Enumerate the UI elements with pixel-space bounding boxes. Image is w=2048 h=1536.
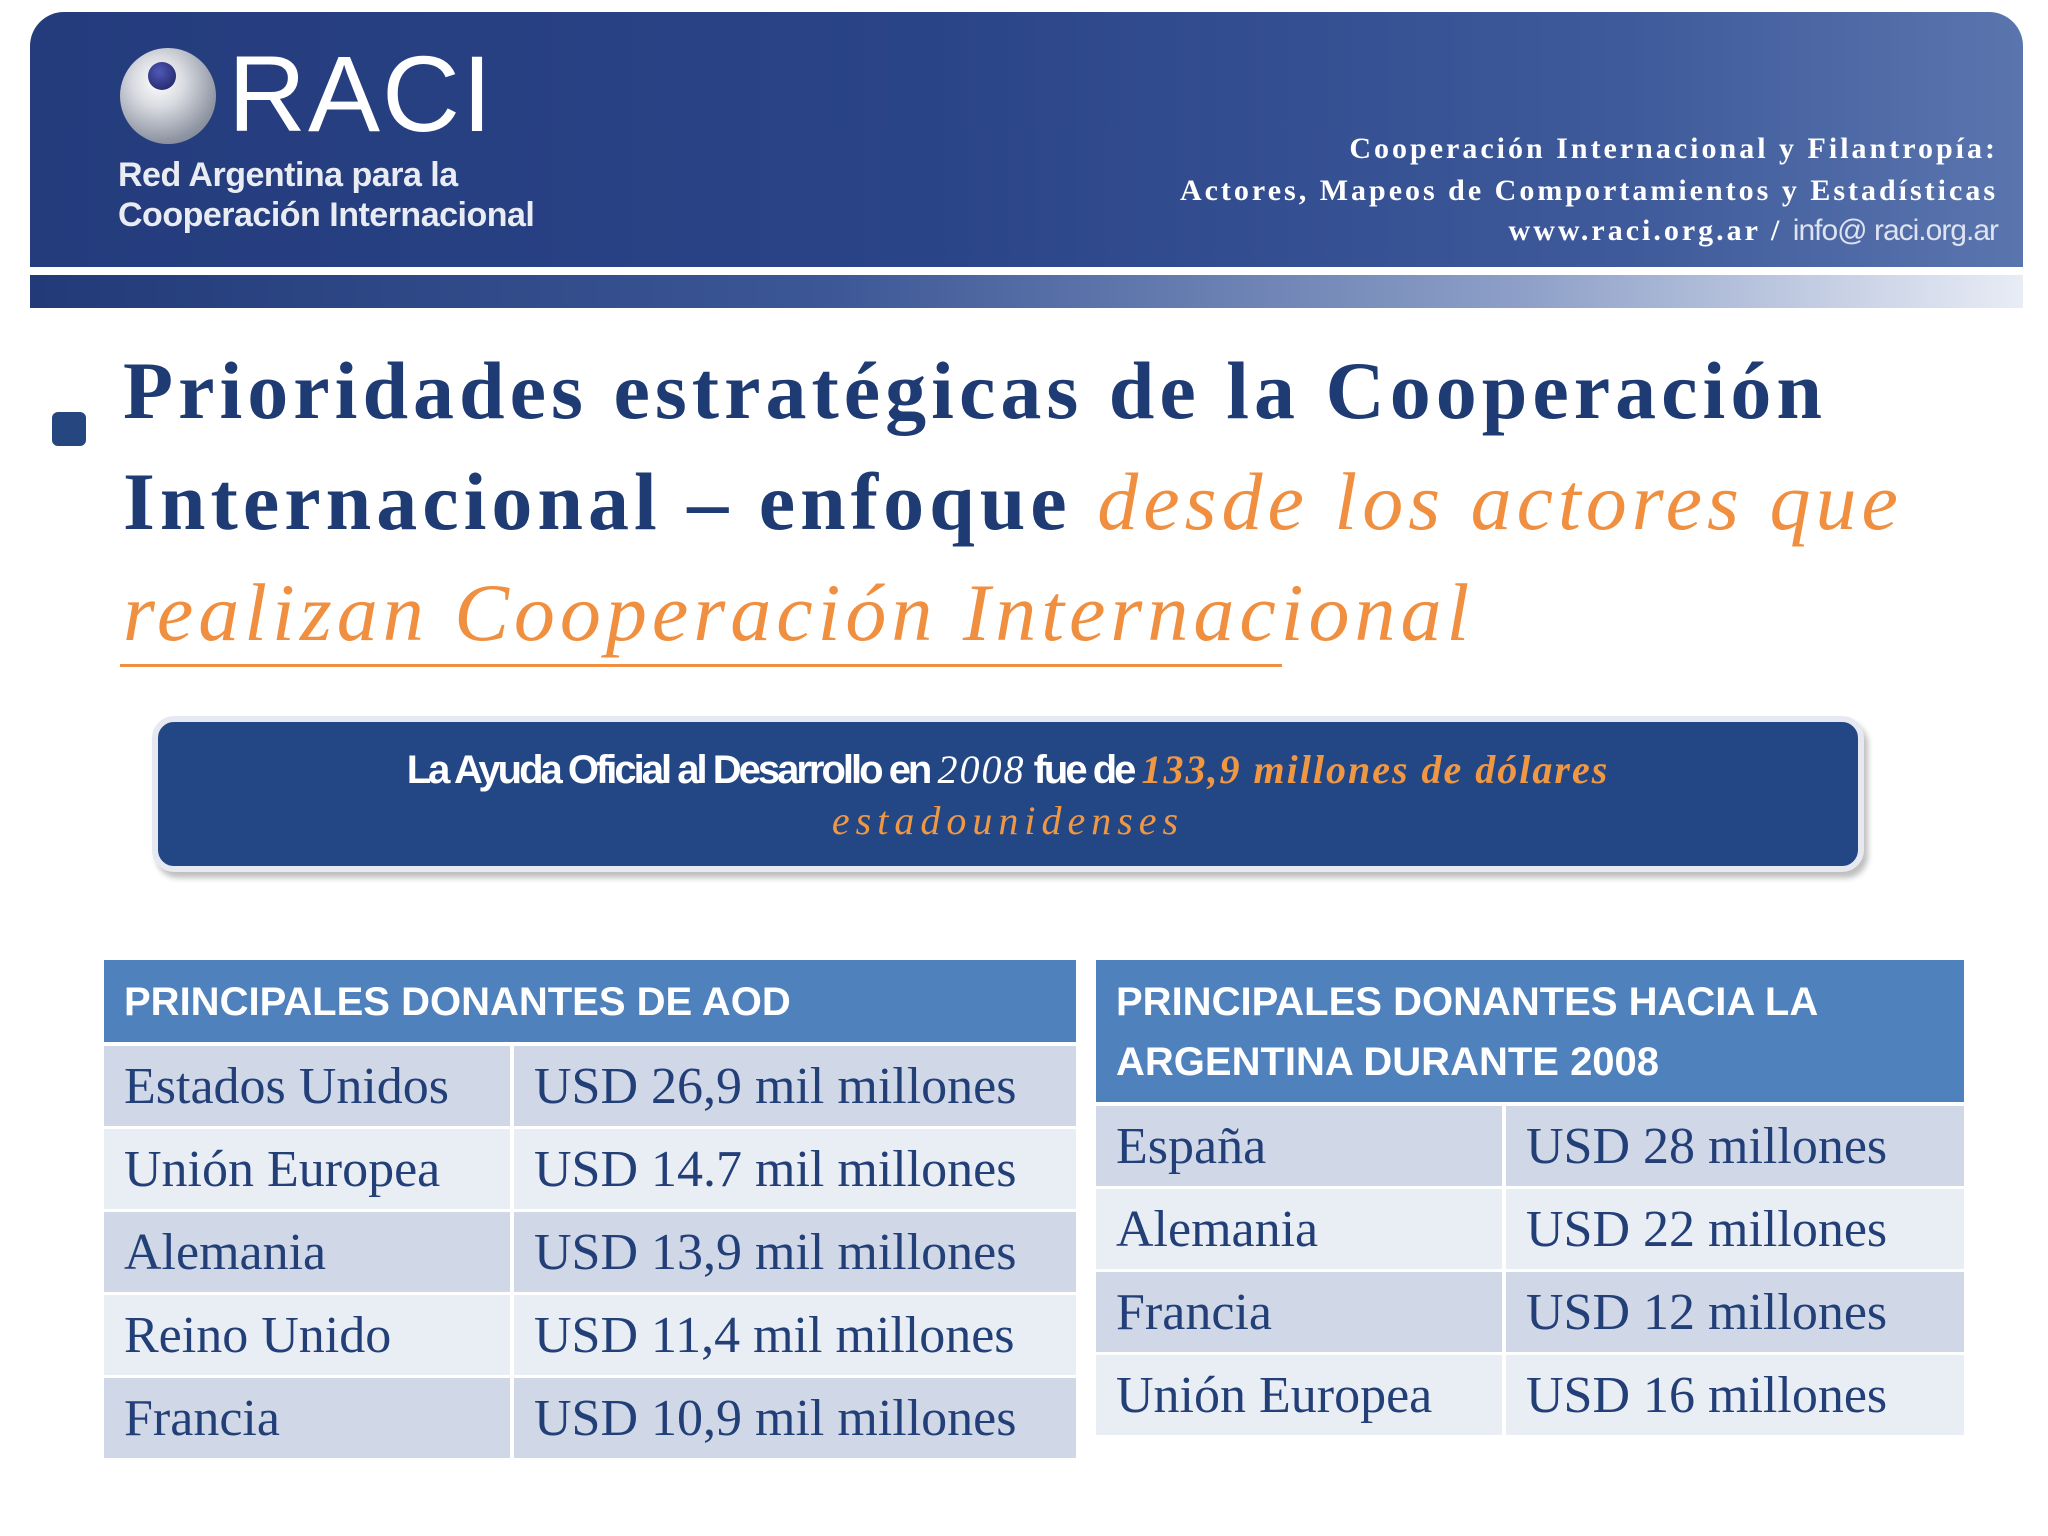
amount-cell: USD 22 millones [1506, 1189, 1964, 1269]
amount-cell: USD 28 millones [1506, 1106, 1964, 1186]
callout-text-b: fue de [1025, 748, 1142, 792]
logo-subtitle-line-2: Cooperación Internacional [118, 196, 535, 234]
raci-logo-dot-icon [148, 62, 176, 90]
callout-text-a: La Ayuda Oficial al Desarrollo en [406, 748, 938, 792]
page-title: Prioridades estratégicas de la Cooperaci… [123, 335, 2023, 668]
table-row: Unión Europea USD 14.7 mil millones [104, 1129, 1076, 1212]
title-underline [120, 664, 1282, 667]
donor-cell: Reino Unido [104, 1295, 514, 1375]
amount-cell: USD 11,4 mil millones [514, 1295, 1076, 1375]
table-row: Alemania USD 22 millones [1096, 1189, 1964, 1272]
callout-line-2: estadounidenses [831, 798, 1185, 843]
callout-line-1: La Ayuda Oficial al Desarrollo en 2008 f… [158, 746, 1858, 793]
amount-cell: USD 16 millones [1506, 1355, 1964, 1435]
aod-callout-box: La Ayuda Oficial al Desarrollo en 2008 f… [152, 716, 1864, 872]
table-row: Alemania USD 13,9 mil millones [104, 1212, 1076, 1295]
donor-cell: Unión Europea [104, 1129, 514, 1209]
donor-cell: Alemania [104, 1212, 514, 1292]
callout-amount: 133,9 millones [1141, 747, 1410, 792]
donor-cell: Francia [1096, 1272, 1506, 1352]
title-bullet-icon [52, 412, 86, 446]
table-row: España USD 28 millones [1096, 1106, 1964, 1189]
amount-cell: USD 14.7 mil millones [514, 1129, 1076, 1209]
title-accent: desde los actores que realizan Cooperaci… [123, 456, 1903, 658]
amount-cell: USD 12 millones [1506, 1272, 1964, 1352]
donor-cell: Alemania [1096, 1189, 1506, 1269]
website-link[interactable]: www.raci.org.ar [1508, 214, 1761, 247]
callout-year: 2008 [937, 747, 1026, 792]
donor-cell: Francia [104, 1378, 514, 1458]
table-row: Estados Unidos USD 26,9 mil millones [104, 1046, 1076, 1129]
header-contact: www.raci.org.ar / info@ raci.org.ar [1508, 214, 1999, 248]
header-banner [30, 12, 2023, 267]
header-stripe [30, 275, 2023, 308]
amount-cell: USD 10,9 mil millones [514, 1378, 1076, 1458]
title-main: Prioridades estratégicas de la Cooperaci… [123, 345, 1827, 547]
amount-cell: USD 26,9 mil millones [514, 1046, 1076, 1126]
donor-cell: España [1096, 1106, 1506, 1186]
header-tagline-2: Actores, Mapeos de Comportamientos y Est… [1179, 174, 1998, 207]
header-tagline-1: Cooperación Internacional y Filantropía: [1349, 132, 1998, 165]
donor-cell: Estados Unidos [104, 1046, 514, 1126]
contact-separator: / [1760, 214, 1793, 247]
table-row: Unión Europea USD 16 millones [1096, 1355, 1964, 1438]
table-row: Reino Unido USD 11,4 mil millones [104, 1295, 1076, 1378]
aod-donors-table: PRINCIPALES DONANTES DE AOD Estados Unid… [104, 960, 1076, 1461]
email-link[interactable]: info@ raci.org.ar [1792, 214, 1999, 247]
amount-cell: USD 13,9 mil millones [514, 1212, 1076, 1292]
callout-text-c: de dólares [1409, 747, 1610, 792]
donor-cell: Unión Europea [1096, 1355, 1506, 1435]
argentina-donors-table: PRINCIPALES DONANTES HACIA LA ARGENTINA … [1096, 960, 1964, 1438]
table-row: Francia USD 10,9 mil millones [104, 1378, 1076, 1461]
logo-subtitle-line-1: Red Argentina para la [118, 156, 458, 194]
logo-wordmark: RACI [228, 33, 495, 154]
table-header: PRINCIPALES DONANTES HACIA LA ARGENTINA … [1096, 960, 1964, 1106]
table-header: PRINCIPALES DONANTES DE AOD [104, 960, 1076, 1046]
table-row: Francia USD 12 millones [1096, 1272, 1964, 1355]
